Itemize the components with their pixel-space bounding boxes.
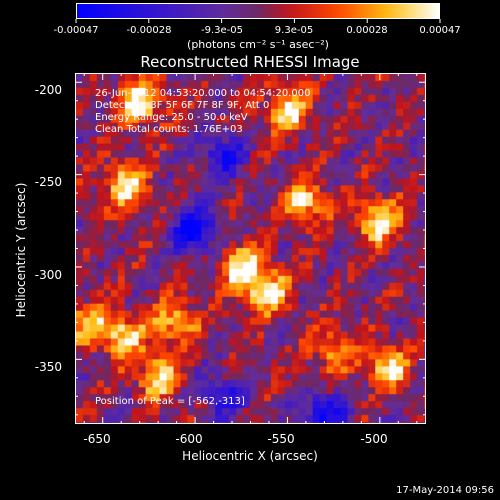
colorbar-tick-label: -0.00028: [126, 25, 172, 36]
colorbar: [76, 3, 440, 19]
y-tick-label: -250: [34, 175, 62, 189]
clean-counts-annotation: Clean Total counts: 1.76E+03: [95, 124, 243, 135]
detectors-annotation: Detectors: 3F 5F 6F 7F 8F 9F, Att 0: [95, 100, 270, 111]
colorbar-tick-label: 0.00047: [419, 25, 461, 36]
y-tick-label: -200: [34, 83, 62, 97]
x-tick-label: -600: [175, 432, 203, 446]
colorbar-tick-label: -9.3e-05: [201, 25, 243, 36]
peak-position-annotation: Position of Peak = [-562,-313]: [95, 396, 245, 407]
colorbar-tick-label: 0.00028: [346, 25, 388, 36]
timestamp: 17-May-2014 09:56: [396, 485, 494, 496]
x-tick-label: -500: [360, 432, 388, 446]
x-tick-label: -550: [267, 432, 295, 446]
y-tick-label: -300: [34, 268, 62, 282]
image-plot-area: 26-Jun-2012 04:53:20.000 to 04:54:20.000…: [75, 73, 426, 424]
x-axis-label: Heliocentric X (arcsec): [182, 449, 318, 463]
x-tick-label: -650: [83, 432, 111, 446]
colorbar-tick-label: -0.00047: [53, 25, 99, 36]
colorbar-unit-label: (photons cm⁻² s⁻¹ asec⁻²): [187, 38, 329, 51]
chart-title: Reconstructed RHESSI Image: [140, 53, 360, 71]
time-range-annotation: 26-Jun-2012 04:53:20.000 to 04:54:20.000: [95, 88, 311, 99]
y-axis-label: Heliocentric Y (arcsec): [14, 182, 28, 318]
colorbar-tick-label: 9.3e-05: [274, 25, 314, 36]
y-tick-label: -350: [34, 360, 62, 374]
rhessi-image-heatmap: [76, 74, 425, 423]
energy-range-annotation: Energy Range: 25.0 - 50.0 keV: [95, 112, 248, 123]
